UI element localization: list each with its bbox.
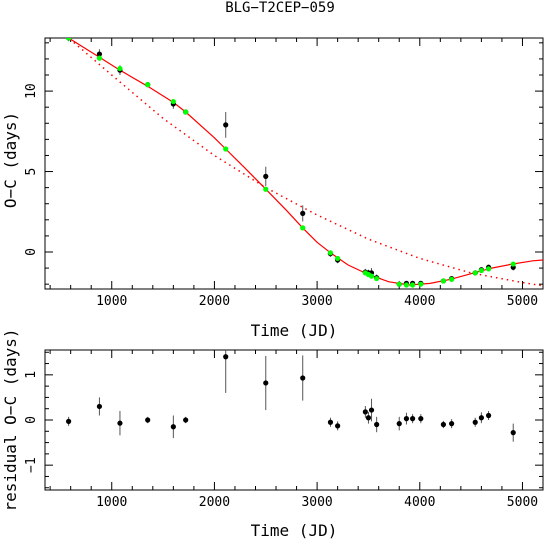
bottom-data-point xyxy=(485,412,492,419)
bottom-data-point xyxy=(96,403,103,410)
bottom-y-tick-label: 1 xyxy=(24,371,39,379)
bottom-data-point xyxy=(403,416,410,422)
top-x-tick-label: 1000 xyxy=(96,294,127,309)
bottom-x-tick-label: 5000 xyxy=(507,495,538,510)
top-model-point xyxy=(440,278,446,284)
bottom-data-point xyxy=(263,380,269,386)
top-data-point xyxy=(300,210,306,216)
chart-title: BLG−T2CEP−059 xyxy=(225,0,335,16)
bottom-data-point xyxy=(440,421,446,428)
bottom-data-point xyxy=(449,421,455,427)
top-model-point xyxy=(396,281,402,287)
bottom-data-point xyxy=(335,423,341,429)
top-model-point xyxy=(145,82,151,88)
bottom-data-point xyxy=(223,354,229,360)
bottom-data-point xyxy=(327,419,334,425)
bottom-x-tick-label: 2000 xyxy=(199,495,230,510)
bottom-y-tick-label: −1 xyxy=(24,457,39,473)
top-plot-layer: 1000 2000 3000 4000 5000 0 5 10 xyxy=(24,38,544,309)
top-model-point xyxy=(510,261,516,267)
top-x-tick-label: 3000 xyxy=(301,294,332,309)
top-model-point xyxy=(418,281,424,287)
top-model-point xyxy=(335,255,341,262)
bottom-data-point xyxy=(300,375,306,381)
bottom-data-point xyxy=(478,415,484,421)
top-y-tick-label: 0 xyxy=(24,248,39,256)
bottom-data-point xyxy=(418,416,424,422)
bottom-data-point xyxy=(510,430,516,436)
top-model-point xyxy=(300,225,306,231)
top-data-point xyxy=(223,122,229,128)
top-model-point xyxy=(485,266,492,272)
bottom-x-tick-label: 4000 xyxy=(404,495,435,510)
bottom-x-axis-label: Time (JD) xyxy=(251,521,338,540)
top-fit-curve-dotted xyxy=(66,38,543,287)
bottom-data-point xyxy=(396,421,402,427)
bottom-data-point xyxy=(472,419,478,425)
top-model-point xyxy=(170,98,176,105)
top-x-tick-label: 4000 xyxy=(404,294,435,309)
top-data-point xyxy=(96,51,103,57)
top-model-point xyxy=(263,186,269,192)
top-y-tick-label: 10 xyxy=(24,83,39,99)
bottom-data-point xyxy=(170,424,176,430)
top-y-tick-label: 5 xyxy=(24,168,39,176)
bottom-data-point xyxy=(368,407,375,413)
bottom-data-area xyxy=(66,350,516,442)
bottom-y-axis-label: residual O−C (days) xyxy=(1,328,20,511)
bottom-data-point xyxy=(66,418,72,424)
bottom-panel: Time (JD) residual O−C (days) 1000 2000 30… xyxy=(1,328,544,540)
bottom-data-point xyxy=(362,409,368,415)
top-model-point xyxy=(327,250,334,256)
top-model-point xyxy=(472,270,478,276)
top-model-point xyxy=(96,55,103,61)
bottom-data-point xyxy=(409,416,416,422)
top-x-tick-label: 5000 xyxy=(507,294,538,309)
bottom-data-point xyxy=(365,415,372,421)
top-model-point xyxy=(368,273,375,279)
top-y-axis-label: O−C (days) xyxy=(1,112,20,208)
top-model-point xyxy=(117,65,123,72)
top-panel: Time (JD) O−C (days) 1000 2000 3000 4000 500… xyxy=(1,37,544,340)
top-model-point xyxy=(223,146,229,152)
bottom-plot-layer: 1000 2000 3000 4000 5000 −1 0 1 xyxy=(24,350,544,510)
bottom-y-tick-label: 0 xyxy=(24,416,39,424)
top-x-axis-label: Time (JD) xyxy=(251,321,338,340)
top-model-point xyxy=(409,282,416,288)
bottom-x-tick-label: 3000 xyxy=(301,495,332,510)
top-model-point xyxy=(183,109,189,115)
top-data-point xyxy=(263,173,269,179)
top-model-point xyxy=(66,38,72,41)
top-data-area xyxy=(66,38,543,288)
bottom-data-point xyxy=(374,421,380,428)
bottom-data-point xyxy=(183,417,189,423)
bottom-data-point xyxy=(145,417,151,423)
bottom-x-tick-label: 1000 xyxy=(96,495,127,510)
top-model-point xyxy=(478,267,484,274)
top-plot-frame xyxy=(44,37,544,290)
top-x-tick-label: 2000 xyxy=(199,294,230,309)
bottom-data-point xyxy=(117,420,123,426)
top-model-point xyxy=(374,275,380,282)
top-fit-curve xyxy=(67,38,543,286)
top-model-point xyxy=(403,282,410,288)
top-model-point xyxy=(449,276,455,282)
